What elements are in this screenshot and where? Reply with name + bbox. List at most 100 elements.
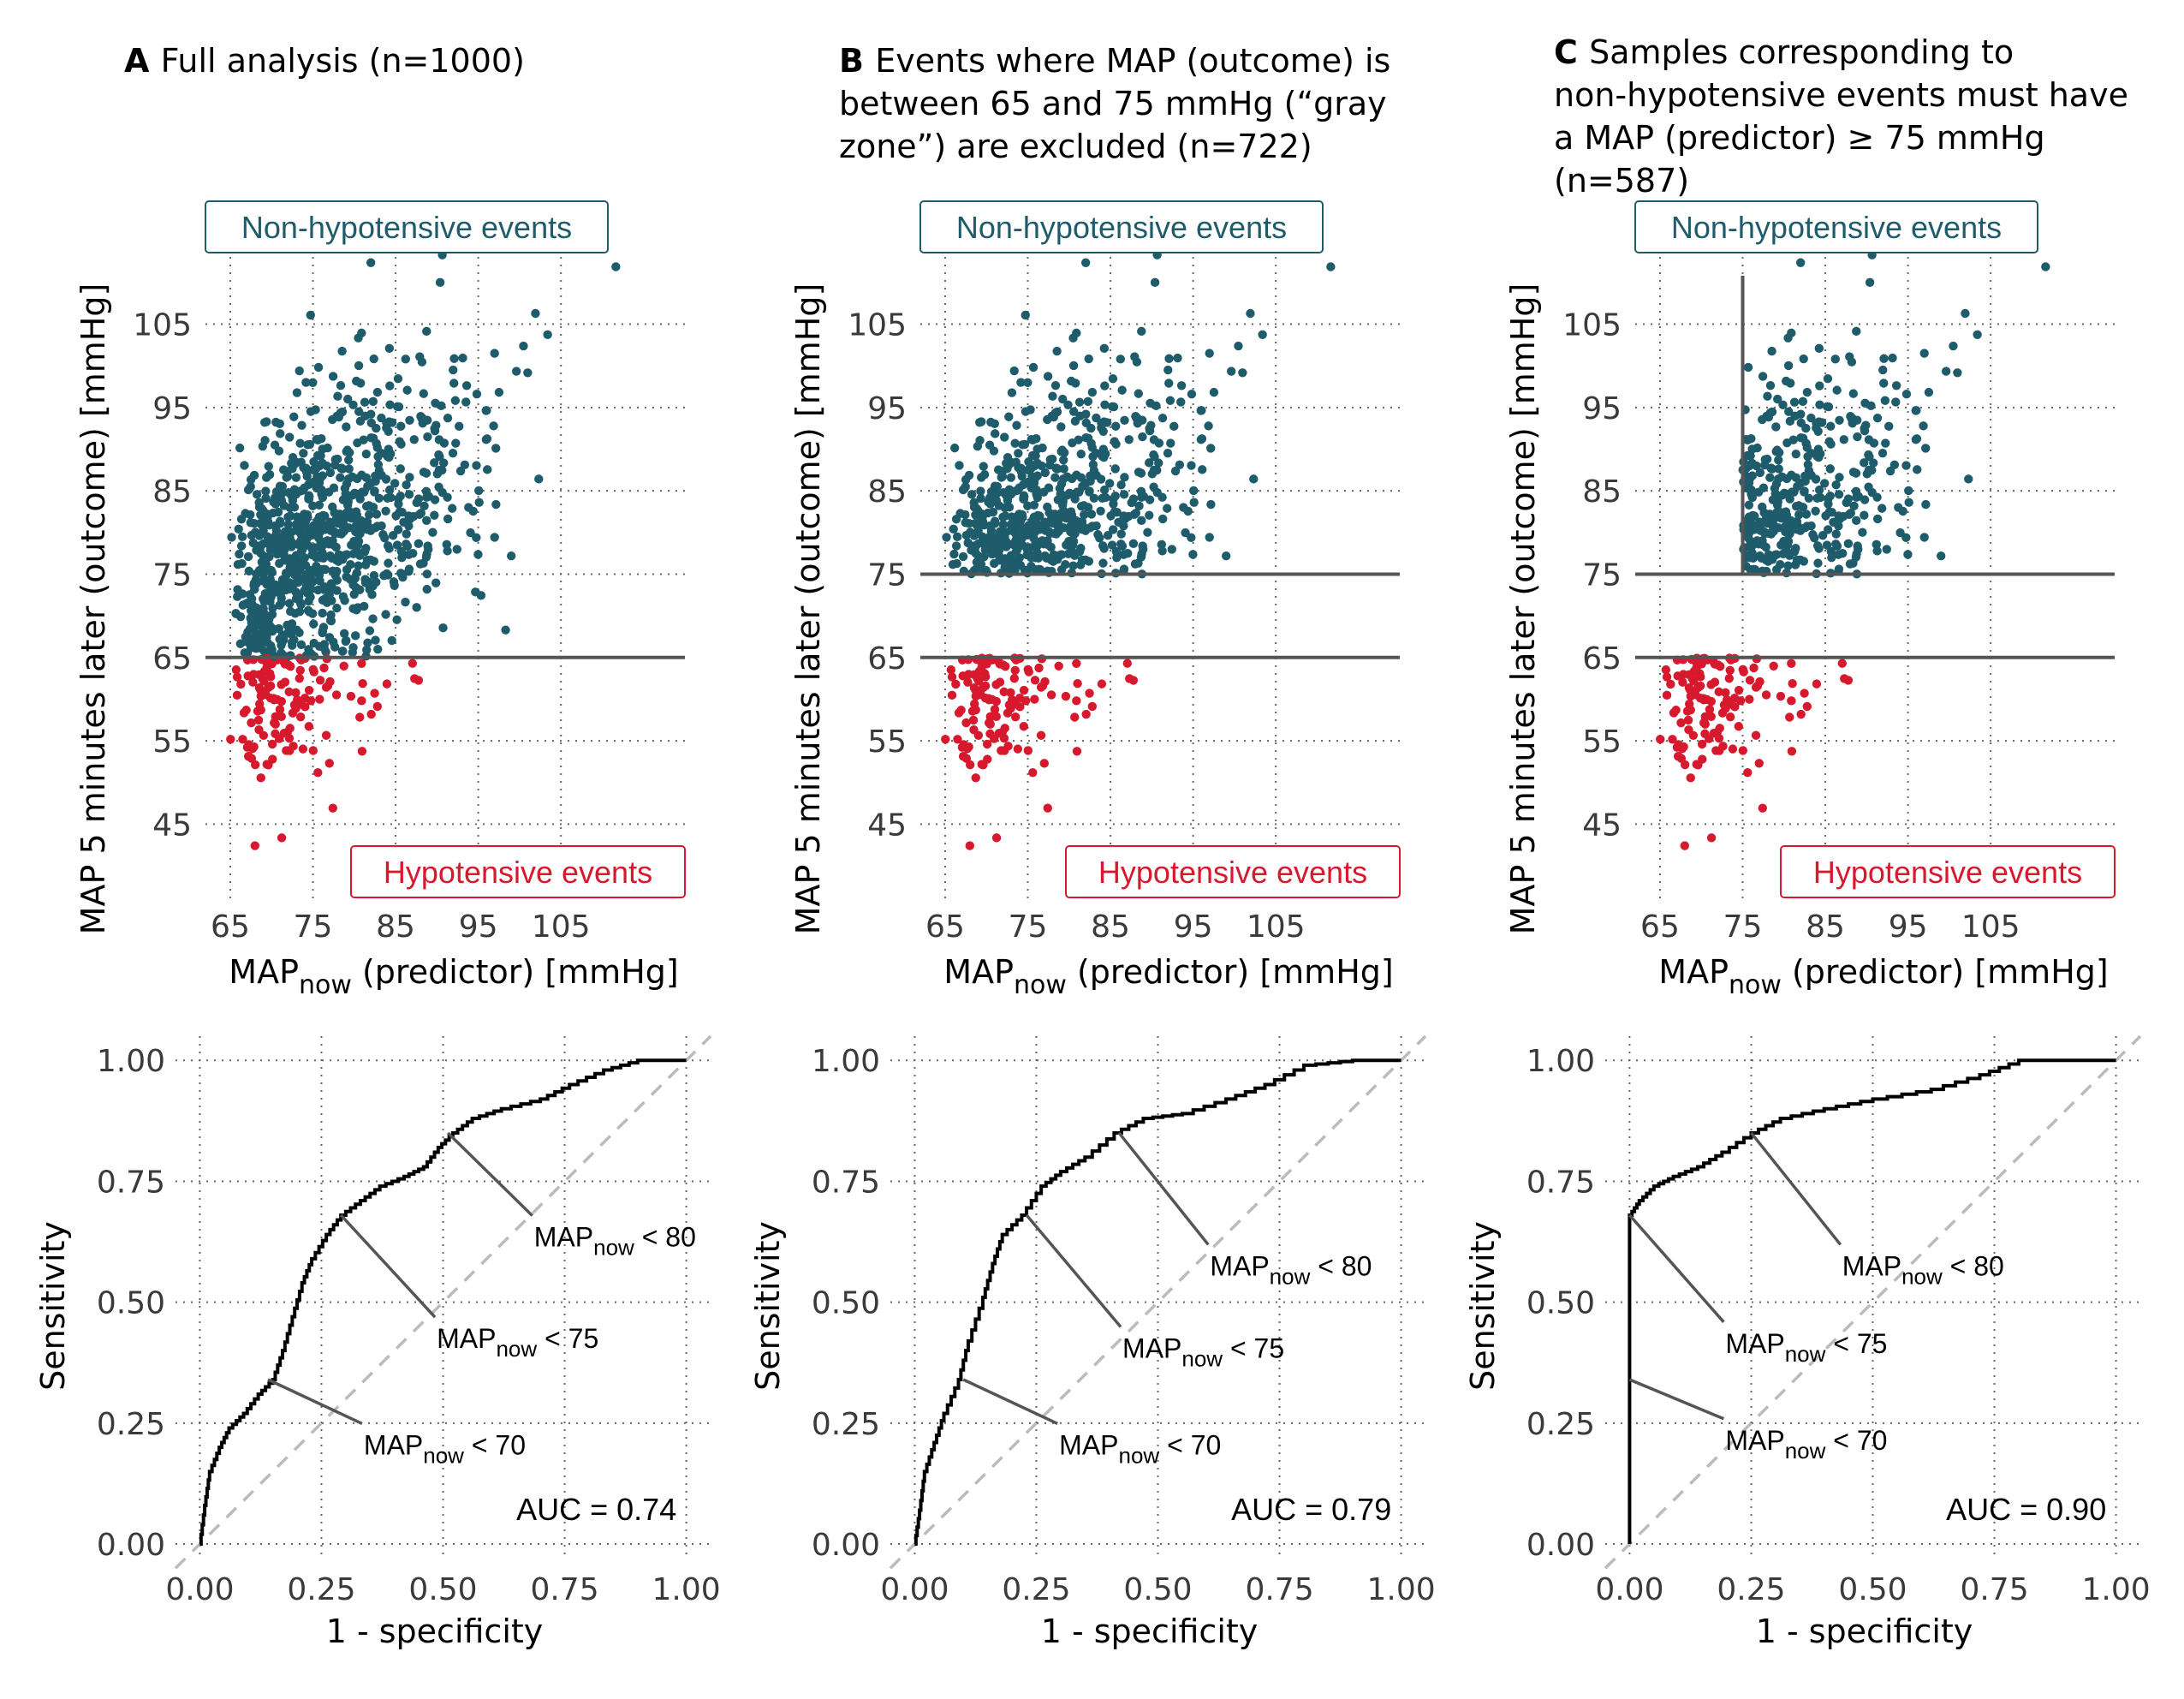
non-hypotensive-point — [1961, 308, 1970, 319]
hypotensive-point — [1843, 676, 1854, 685]
y-tick-label: 0.50 — [812, 1286, 880, 1321]
non-hypotensive-point — [1782, 474, 1792, 484]
y-tick-label: 0.00 — [812, 1528, 880, 1563]
non-hypotensive-point — [396, 439, 406, 449]
non-hypotensive-point — [1098, 493, 1107, 503]
non-hypotensive-point — [1000, 503, 1009, 513]
non-hypotensive-point — [1062, 491, 1072, 500]
annotation-label: MAPnow < 70 — [364, 1429, 526, 1468]
non-hypotensive-point — [287, 528, 296, 537]
hypotensive-point — [1019, 685, 1029, 695]
non-hypotensive-point — [976, 493, 985, 504]
non-hypotensive-point — [422, 569, 432, 579]
non-hypotensive-point — [1067, 545, 1076, 556]
hypotensive-point — [372, 701, 383, 712]
non-hypotensive-point — [1771, 422, 1781, 432]
non-hypotensive-point — [1226, 367, 1236, 376]
non-hypotensive-point — [1771, 564, 1782, 575]
non-hypotensive-point — [448, 449, 458, 458]
x-tick-label: 95 — [459, 909, 498, 945]
non-hypotensive-point — [259, 604, 268, 614]
hypotensive-point — [1009, 673, 1019, 683]
non-hypotensive-point — [330, 570, 340, 580]
title-line: a MAP (predictor) ≥ 75 mmHg — [1554, 119, 2045, 157]
hypotensive-point — [295, 665, 305, 675]
non-hypotensive-point — [443, 546, 452, 556]
hypotensive-point — [1073, 679, 1082, 689]
non-hypotensive-point — [336, 473, 345, 482]
y-tick-label: 45 — [867, 808, 907, 843]
non-hypotensive-point — [1038, 487, 1049, 497]
non-hypotensive-point — [1028, 435, 1038, 445]
hypotensive-point — [366, 709, 376, 719]
non-hypotensive-point — [1078, 481, 1087, 492]
non-hypotensive-point — [1205, 444, 1216, 453]
non-hypotensive-point — [360, 411, 370, 421]
non-hypotensive-point — [1157, 492, 1167, 502]
non-hypotensive-point — [985, 521, 995, 531]
non-hypotensive-point — [1901, 533, 1911, 543]
annotation-label: MAPnow < 70 — [1725, 1425, 1887, 1464]
hypotensive-point — [1714, 687, 1723, 697]
non-hypotensive-point — [1760, 455, 1770, 464]
non-hypotensive-point — [1825, 491, 1835, 501]
roc-curve — [1628, 1058, 2116, 1545]
annotation-rest: < 70 — [1159, 1429, 1221, 1460]
non-hypotensive-point — [1785, 529, 1794, 539]
non-hypotensive-point — [262, 417, 271, 426]
x-tick-label: 0.25 — [1002, 1572, 1070, 1607]
auc-label: AUC = 0.74 — [516, 1492, 676, 1527]
annotation-rest: < 75 — [1825, 1328, 1887, 1359]
y-axis-label: MAP 5 minutes later (outcome) [mmHg] — [789, 283, 827, 935]
non-hypotensive-point — [501, 625, 510, 635]
y-tick-label: 0.00 — [1526, 1528, 1595, 1563]
non-hypotensive-point — [1119, 511, 1128, 521]
hypotensive-point — [999, 687, 1009, 697]
non-hypotensive-point — [266, 592, 276, 602]
hypotensive-point — [991, 680, 1001, 689]
non-hypotensive-point — [330, 528, 340, 539]
non-hypotensive-point — [1000, 432, 1009, 442]
hypotensive-point — [954, 708, 964, 718]
non-hypotensive-point — [1167, 545, 1176, 554]
non-hypotensive-point — [976, 515, 985, 525]
non-hypotensive-point — [969, 498, 979, 508]
non-hypotensive-point — [372, 443, 382, 452]
annotation-main: MAP — [437, 1323, 496, 1354]
non-hypotensive-point — [393, 373, 403, 384]
non-hypotensive-point — [1137, 516, 1146, 526]
non-hypotensive-point — [1825, 464, 1835, 474]
non-hypotensive-point — [300, 586, 309, 596]
y-tick-label: 75 — [867, 557, 907, 593]
hypotensive-point — [974, 677, 984, 686]
roc-panel-c: 0.00 0.25 0.50 0.75 1.00 0.00 0.25 0.50 0.75 1.00… — [1464, 1034, 2151, 1650]
non-hypotensive-point — [472, 533, 481, 543]
non-hypotensive-point — [1912, 434, 1922, 444]
y-tick-label: 0.25 — [1526, 1407, 1595, 1442]
non-hypotensive-point — [1198, 465, 1207, 474]
y-axis-label: MAP 5 minutes later (outcome) [mmHg] — [74, 283, 112, 935]
non-hypotensive-point — [397, 507, 407, 517]
non-hypotensive-point — [482, 434, 492, 444]
non-hypotensive-point — [1813, 444, 1824, 454]
non-hypotensive-point — [1773, 394, 1782, 404]
non-hypotensive-point — [443, 413, 453, 423]
non-hypotensive-point — [439, 458, 449, 468]
non-hypotensive-point — [1043, 372, 1053, 381]
x-axis-label: MAPnow (predictor) [mmHg] — [229, 953, 678, 1000]
non-hypotensive-point — [318, 608, 327, 618]
non-hypotensive-point — [1811, 506, 1820, 516]
non-hypotensive-point — [1921, 499, 1931, 510]
non-hypotensive-point — [1814, 343, 1824, 354]
y-tick-label: 55 — [867, 724, 907, 760]
non-hypotensive-point — [1079, 501, 1089, 510]
hypotensive-point — [1010, 665, 1020, 675]
non-hypotensive-point — [1758, 372, 1768, 381]
y-tick-label: 1.00 — [1526, 1044, 1595, 1079]
non-hypotensive-point — [396, 491, 405, 501]
non-hypotensive-point — [339, 629, 349, 639]
non-hypotensive-point — [404, 567, 414, 576]
non-hypotensive-point — [420, 501, 429, 511]
hypotensive-point — [941, 735, 950, 744]
hypotensive-point — [1006, 704, 1015, 713]
